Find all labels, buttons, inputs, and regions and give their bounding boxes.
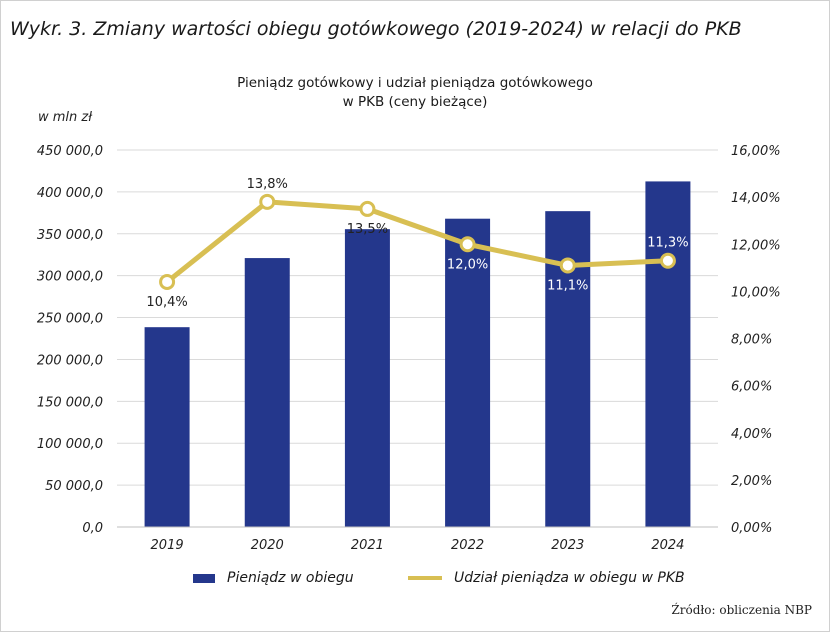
- line-marker: [359, 200, 376, 217]
- bar: [445, 218, 491, 527]
- left-axis-tick-label: 200 000,0: [37, 353, 103, 368]
- legend-item-bars: Pieniądz w obiegu: [193, 570, 354, 586]
- chart-title-line-1: Pieniądz gotówkowy i udział pieniądza go…: [237, 75, 593, 91]
- line-data-label: 11,1%: [547, 278, 588, 293]
- left-axis-tick-label: 400 000,0: [37, 186, 103, 201]
- line-data-label: 10,4%: [146, 295, 187, 310]
- left-axis-tick-label: 100 000,0: [37, 437, 103, 452]
- line-data-label: 13,8%: [247, 177, 288, 192]
- right-axis-tick-label: 4,00%: [731, 427, 772, 442]
- bar: [645, 181, 691, 527]
- legend-swatch-bars: [193, 573, 215, 583]
- right-axis-tick-label: 10,00%: [731, 285, 781, 300]
- left-axis-tick-label: 250 000,0: [37, 312, 103, 327]
- left-axis-tick-label: 350 000,0: [37, 228, 103, 243]
- share-line: [164, 199, 671, 285]
- left-axis-tick-label: 300 000,0: [37, 270, 103, 285]
- right-axis-tick-label: 14,00%: [731, 191, 781, 206]
- left-axis-tick-label: 450 000,0: [37, 144, 103, 159]
- line-marker: [259, 193, 276, 210]
- bar: [344, 229, 390, 528]
- line-series: [159, 193, 676, 290]
- legend-swatch-line: [408, 576, 442, 580]
- bar: [244, 258, 290, 527]
- right-axis-tick-label: 6,00%: [731, 380, 772, 395]
- x-axis-tick-label: 2024: [651, 538, 684, 553]
- legend-label-line: Udział pieniądza w obiegu w PKB: [454, 570, 685, 586]
- x-axis-tick-label: 2021: [351, 538, 384, 553]
- line-marker: [159, 273, 176, 290]
- line-marker: [659, 252, 676, 269]
- left-axis-tick-label: 0,0: [82, 521, 103, 536]
- legend: Pieniądz w obiegu Udział pieniądza w obi…: [0, 570, 830, 594]
- line-data-label: 11,3%: [647, 236, 688, 251]
- right-axis-tick-label: 0,00%: [731, 521, 772, 536]
- line-data-label: 12,0%: [447, 257, 488, 272]
- legend-item-line: Udział pieniądza w obiegu w PKB: [408, 570, 685, 586]
- x-axis-tick-label: 2020: [251, 538, 284, 553]
- axes: 0,0 50 000,0 100 000,0 150 000,0 200 000,0 25…: [37, 144, 781, 553]
- line-data-label: 13,5%: [347, 222, 388, 237]
- chart-title: Pieniądz gotówkowy i udział pieniądza go…: [0, 74, 830, 112]
- line-marker: [459, 236, 476, 253]
- bar: [144, 327, 190, 527]
- data-labels: 10,4% 13,8% 13,5% 12,0% 11,1% 11,3%: [146, 177, 688, 310]
- chart-title-line-2: w PKB (ceny bieżące): [342, 94, 488, 110]
- legend-label-bars: Pieniądz w obiegu: [227, 570, 354, 586]
- x-axis-tick-label: 2023: [551, 538, 584, 553]
- right-axis-tick-label: 12,00%: [731, 238, 781, 253]
- y-axis-unit-label: w mln zł: [38, 110, 92, 125]
- left-axis-tick-label: 50 000,0: [45, 479, 103, 494]
- gridlines: [117, 149, 718, 486]
- x-axis-tick-label: 2022: [451, 538, 484, 553]
- right-axis-tick-label: 8,00%: [731, 333, 772, 348]
- x-axis-tick-label: 2019: [151, 538, 184, 553]
- right-axis-tick-label: 2,00%: [731, 474, 772, 489]
- right-axis-tick-label: 16,00%: [731, 144, 781, 159]
- line-marker: [559, 257, 576, 274]
- figure-heading: Wykr. 3. Zmiany wartości obiegu gotówkow…: [10, 18, 742, 40]
- left-axis-tick-label: 150 000,0: [37, 395, 103, 410]
- source-note: Źródło: obliczenia NBP: [671, 603, 812, 617]
